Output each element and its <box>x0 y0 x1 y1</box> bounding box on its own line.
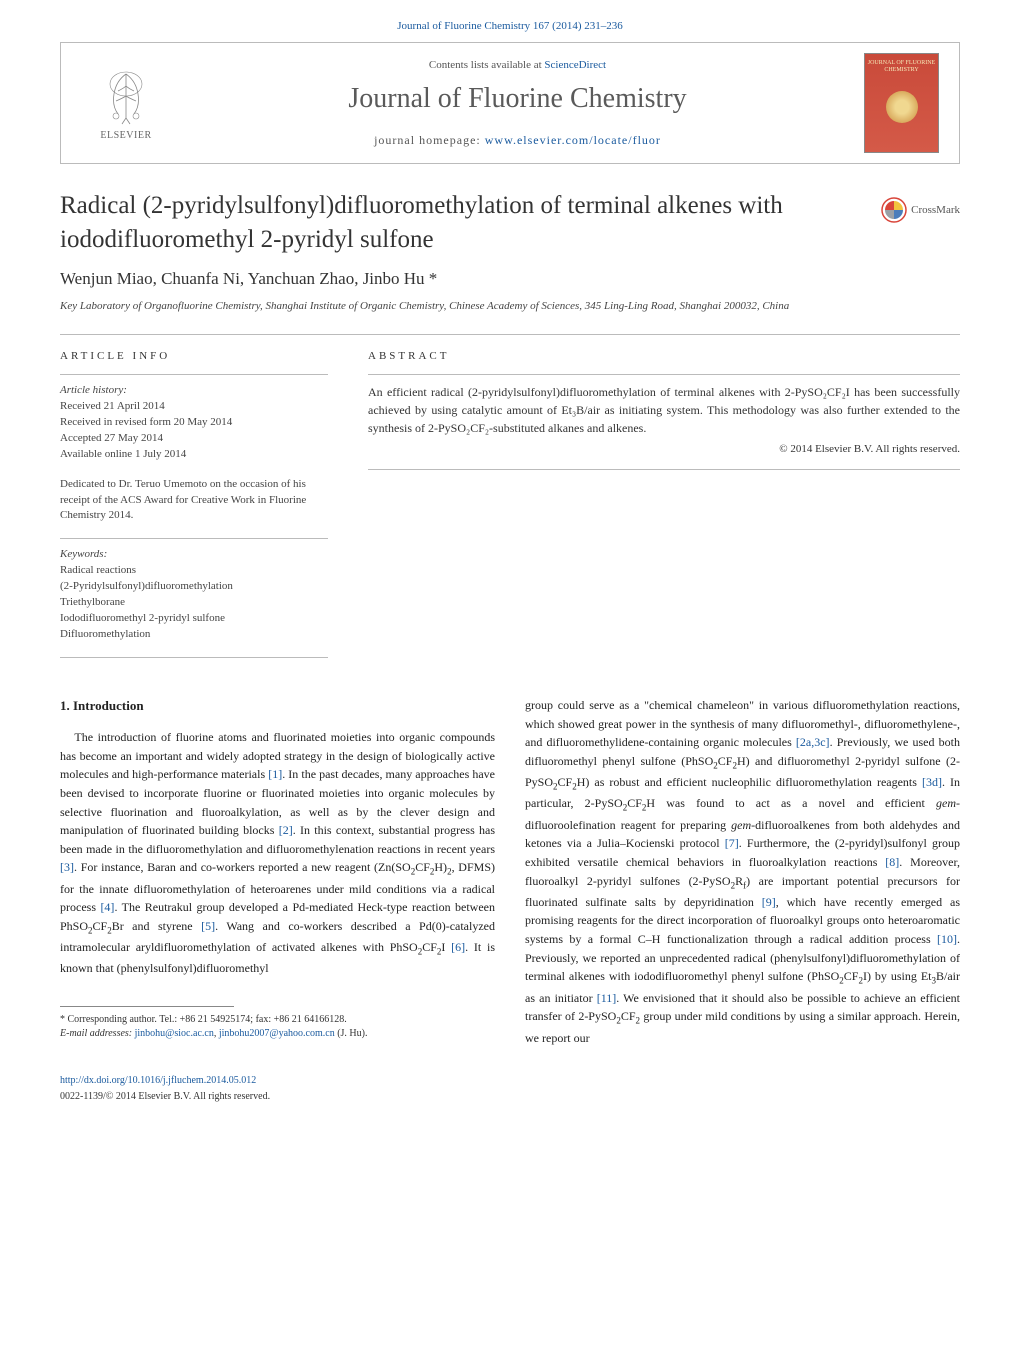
email-link[interactable]: jinbohu@sioc.ac.cn <box>135 1028 214 1039</box>
ref-link[interactable]: [6] <box>451 940 465 954</box>
keyword: Iododifluoromethyl 2-pyridyl sulfone <box>60 612 225 624</box>
keywords-heading: Keywords: <box>60 548 107 560</box>
keyword: Triethylborane <box>60 596 125 608</box>
keyword: Radical reactions <box>60 564 136 576</box>
article-title: Radical (2-pyridylsulfonyl)difluoromethy… <box>60 189 881 257</box>
body-columns: 1. Introduction The introduction of fluo… <box>60 696 960 1104</box>
corresponding-text: * Corresponding author. Tel.: +86 21 549… <box>60 1014 347 1025</box>
ref-link[interactable]: [8] <box>885 855 899 869</box>
authors: Wenjun Miao, Chuanfa Ni, Yanchuan Zhao, … <box>60 269 960 289</box>
elsevier-label: ELSEVIER <box>100 130 151 141</box>
ref-link[interactable]: [4] <box>100 900 114 914</box>
history-item: Accepted 27 May 2014 <box>60 432 163 444</box>
journal-cover: JOURNAL OF FLUORINE CHEMISTRY <box>864 53 939 153</box>
email-label: E-mail addresses: <box>60 1028 135 1039</box>
contents-line: Contents lists available at ScienceDirec… <box>171 59 864 71</box>
doi-link[interactable]: http://dx.doi.org/10.1016/j.jfluchem.201… <box>60 1073 495 1089</box>
history-item: Available online 1 July 2014 <box>60 448 186 460</box>
divider <box>60 657 328 658</box>
body-paragraph: group could serve as a "chemical chamele… <box>525 696 960 1047</box>
keywords-block: Keywords: Radical reactions (2-Pyridylsu… <box>60 547 328 643</box>
abstract-text: An efficient radical (2-pyridylsulfonyl)… <box>368 383 960 437</box>
homepage-line: journal homepage: www.elsevier.com/locat… <box>171 133 864 148</box>
footnote-rule <box>60 1006 234 1007</box>
abstract-copyright: © 2014 Elsevier B.V. All rights reserved… <box>368 443 960 455</box>
intro-heading: 1. Introduction <box>60 696 495 716</box>
crossmark-badge[interactable]: CrossMark <box>881 197 960 223</box>
dedication: Dedicated to Dr. Teruo Umemoto on the oc… <box>60 477 328 525</box>
divider <box>368 469 960 470</box>
issn-line: 0022-1139/© 2014 Elsevier B.V. All right… <box>60 1089 495 1105</box>
ref-link[interactable]: [7] <box>725 836 739 850</box>
divider <box>60 374 328 375</box>
article-history: Article history: Received 21 April 2014 … <box>60 383 328 463</box>
article-header: Radical (2-pyridylsulfonyl)difluoromethy… <box>60 189 960 257</box>
email-suffix: (J. Hu). <box>335 1028 368 1039</box>
ref-link[interactable]: [2a,3c] <box>796 735 830 749</box>
abstract-label: ABSTRACT <box>368 350 960 362</box>
left-column: 1. Introduction The introduction of fluo… <box>60 696 495 1104</box>
header-center: Contents lists available at ScienceDirec… <box>171 59 864 148</box>
ref-link[interactable]: [9] <box>762 895 776 909</box>
right-column: group could serve as a "chemical chamele… <box>525 696 960 1104</box>
journal-title: Journal of Fluorine Chemistry <box>171 83 864 115</box>
corresponding-footnote: * Corresponding author. Tel.: +86 21 549… <box>60 1013 495 1041</box>
email-link[interactable]: jinbohu2007@yahoo.com.cn <box>219 1028 335 1039</box>
ref-link[interactable]: [3d] <box>922 775 942 789</box>
sciencedirect-link[interactable]: ScienceDirect <box>544 59 606 71</box>
ref-link[interactable]: [2] <box>279 823 293 837</box>
divider <box>60 538 328 539</box>
journal-citation[interactable]: Journal of Fluorine Chemistry 167 (2014)… <box>60 20 960 32</box>
history-item: Received in revised form 20 May 2014 <box>60 416 232 428</box>
divider <box>368 374 960 375</box>
history-heading: Article history: <box>60 384 127 396</box>
abstract-column: ABSTRACT An efficient radical (2-pyridyl… <box>348 334 960 666</box>
body-paragraph: The introduction of fluorine atoms and f… <box>60 728 495 978</box>
article-info-label: ARTICLE INFO <box>60 350 328 362</box>
contents-prefix: Contents lists available at <box>429 59 544 71</box>
keyword: (2-Pyridylsulfonyl)difluoromethylation <box>60 580 233 592</box>
article-info-column: ARTICLE INFO Article history: Received 2… <box>60 334 348 666</box>
history-item: Received 21 April 2014 <box>60 400 165 412</box>
ref-link[interactable]: [5] <box>201 919 215 933</box>
elsevier-tree-icon <box>96 66 156 126</box>
cover-circle-icon <box>886 91 918 123</box>
journal-header: ELSEVIER Contents lists available at Sci… <box>60 42 960 164</box>
keyword: Difluoromethylation <box>60 628 150 640</box>
elsevier-logo: ELSEVIER <box>81 53 171 153</box>
homepage-prefix: journal homepage: <box>374 133 485 147</box>
ref-link[interactable]: [1] <box>268 767 282 781</box>
ref-link[interactable]: [3] <box>60 860 74 874</box>
affiliation: Key Laboratory of Organofluorine Chemist… <box>60 299 960 314</box>
homepage-link[interactable]: www.elsevier.com/locate/fluor <box>485 133 661 147</box>
crossmark-icon <box>881 197 907 223</box>
crossmark-label: CrossMark <box>911 204 960 216</box>
ref-link[interactable]: [10] <box>937 932 957 946</box>
ref-link[interactable]: [11] <box>597 991 617 1005</box>
cover-title: JOURNAL OF FLUORINE CHEMISTRY <box>865 60 938 73</box>
info-abstract-row: ARTICLE INFO Article history: Received 2… <box>60 334 960 666</box>
